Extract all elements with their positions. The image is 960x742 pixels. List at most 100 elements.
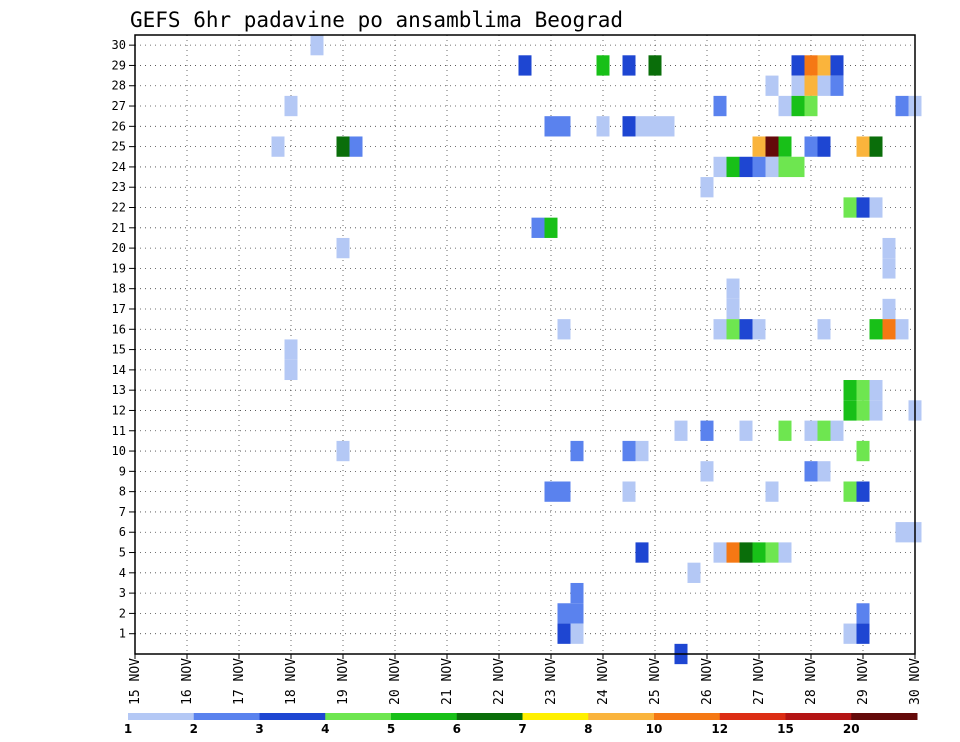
y-tick-label: 16 [112, 322, 126, 336]
data-cell [700, 461, 714, 482]
x-tick-label: 24 NOV [596, 658, 611, 705]
data-cell [544, 481, 558, 502]
data-cell [804, 461, 818, 482]
data-cell [817, 75, 831, 96]
legend-swatch [128, 713, 195, 720]
data-cell [336, 440, 350, 462]
data-cell [752, 319, 766, 340]
data-cell [804, 420, 818, 441]
data-cell [284, 95, 298, 117]
data-cell [271, 136, 285, 157]
data-cell [739, 542, 753, 563]
data-cell [284, 339, 298, 360]
data-cell [739, 420, 753, 441]
data-cell [310, 35, 324, 56]
data-cell [635, 542, 649, 563]
data-cell [869, 136, 883, 157]
data-cell [791, 156, 805, 178]
legend-label: 1 [124, 722, 132, 736]
data-cell [778, 420, 792, 441]
data-cell [804, 75, 818, 96]
data-cell [856, 136, 870, 157]
data-cell [557, 319, 571, 340]
y-tick-label: 8 [119, 485, 126, 499]
data-cell [570, 582, 584, 604]
x-tick-label: 27 NOV [752, 658, 767, 705]
data-cell [622, 481, 636, 502]
y-tick-label: 24 [112, 160, 126, 174]
y-tick-label: 18 [112, 282, 126, 296]
y-tick-label: 3 [119, 586, 126, 600]
x-tick-label: 21 NOV [440, 658, 455, 705]
data-cell [843, 623, 857, 644]
y-tick-label: 7 [119, 505, 126, 519]
y-tick-label: 17 [112, 302, 126, 316]
data-cell [336, 136, 350, 157]
data-cell [830, 55, 844, 76]
data-cell [544, 217, 558, 238]
data-cell [830, 420, 844, 441]
legend-swatch [851, 713, 918, 720]
data-cell [700, 420, 714, 441]
legend-label: 20 [843, 722, 860, 736]
data-cell [817, 319, 831, 340]
legend-label: 10 [646, 722, 663, 736]
legend-label: 2 [190, 722, 198, 736]
x-tick-label: 19 NOV [336, 658, 351, 705]
chart-title: GEFS 6hr padavine po ansamblima Beograd [130, 8, 623, 32]
legend-label: 3 [255, 722, 263, 736]
data-cell [895, 95, 909, 117]
data-cell [635, 440, 649, 462]
data-cell [570, 440, 584, 462]
data-cell [557, 481, 571, 502]
data-cell [713, 319, 727, 340]
legend-swatch [588, 713, 655, 720]
data-cell [661, 116, 675, 137]
y-tick-label: 22 [112, 201, 126, 215]
data-cell [843, 481, 857, 502]
x-tick-label: 20 NOV [388, 658, 403, 705]
data-cell [726, 278, 740, 299]
data-cell [791, 55, 805, 76]
data-cell [817, 461, 831, 482]
data-cell [713, 542, 727, 563]
data-cell [674, 420, 688, 441]
y-tick-label: 26 [112, 119, 126, 133]
data-cells [271, 35, 922, 665]
data-cell [804, 95, 818, 117]
legend-label: 5 [387, 722, 395, 736]
data-cell [765, 481, 779, 502]
data-cell [817, 55, 831, 76]
data-cell [596, 116, 610, 137]
data-cell [726, 298, 740, 320]
x-tick-label: 29 NOV [856, 658, 871, 705]
x-tick-label: 23 NOV [544, 658, 559, 705]
y-tick-label: 1 [119, 627, 126, 641]
x-tick-label: 26 NOV [700, 658, 715, 705]
data-cell [752, 136, 766, 157]
data-cell [648, 116, 662, 137]
data-cell [544, 116, 558, 137]
data-cell [765, 136, 779, 157]
y-tick-label: 2 [119, 606, 126, 620]
data-cell [518, 55, 532, 76]
data-cell [739, 156, 753, 178]
data-cell [713, 156, 727, 178]
data-cell [869, 319, 883, 340]
y-tick-label: 15 [112, 343, 126, 357]
data-cell [713, 95, 727, 117]
data-cell [856, 623, 870, 644]
data-cell [843, 380, 857, 401]
x-tick-label: 25 NOV [648, 658, 663, 705]
legend-swatch [391, 713, 458, 720]
data-cell [778, 95, 792, 117]
y-tick-label: 25 [112, 140, 126, 154]
data-cell [557, 116, 571, 137]
data-cell [765, 542, 779, 563]
data-cell [739, 319, 753, 340]
data-cell [791, 95, 805, 117]
x-tick-label: 28 NOV [804, 658, 819, 705]
y-tick-label: 14 [112, 363, 126, 377]
data-cell [895, 319, 909, 340]
